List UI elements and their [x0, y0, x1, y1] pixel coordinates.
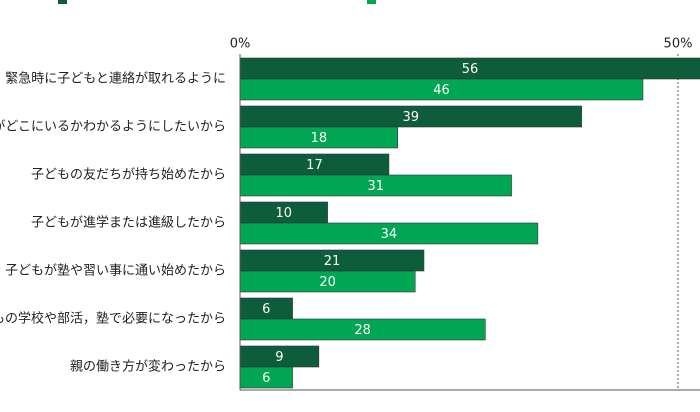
value-label: 6 — [262, 302, 270, 317]
value-label: 20 — [319, 275, 336, 290]
category-label: 親の働き方が変わったから — [70, 359, 226, 375]
value-label: 18 — [311, 131, 328, 146]
category-label: 緊急時に子どもと連絡が取れるように — [5, 71, 226, 87]
legend-swatch — [367, 0, 376, 4]
category-label: もの学校や部活，塾で必要になったから — [0, 311, 226, 327]
category-label: 子どもの友だちが持ち始めたから — [31, 167, 226, 183]
legend-swatch — [58, 0, 67, 4]
x-tick-label: 50% — [664, 37, 693, 52]
value-label: 6 — [262, 371, 270, 386]
value-label: 28 — [354, 323, 371, 338]
category-label: がどこにいるかわかるようにしたいから — [0, 120, 226, 135]
category-label: 子どもが塾や習い事に通い始めたから — [5, 263, 226, 279]
value-label: 46 — [433, 83, 450, 98]
value-label: 21 — [324, 254, 341, 269]
value-label: 9 — [275, 350, 283, 365]
value-label: 34 — [381, 227, 398, 242]
value-label: 10 — [276, 206, 293, 221]
value-label: 31 — [368, 179, 385, 194]
value-label: 39 — [403, 110, 420, 125]
category-label: 子どもが進学または進級したから — [31, 215, 226, 231]
value-label: 56 — [462, 62, 479, 77]
value-label: 17 — [306, 158, 323, 173]
x-tick-label: 0% — [230, 37, 251, 52]
